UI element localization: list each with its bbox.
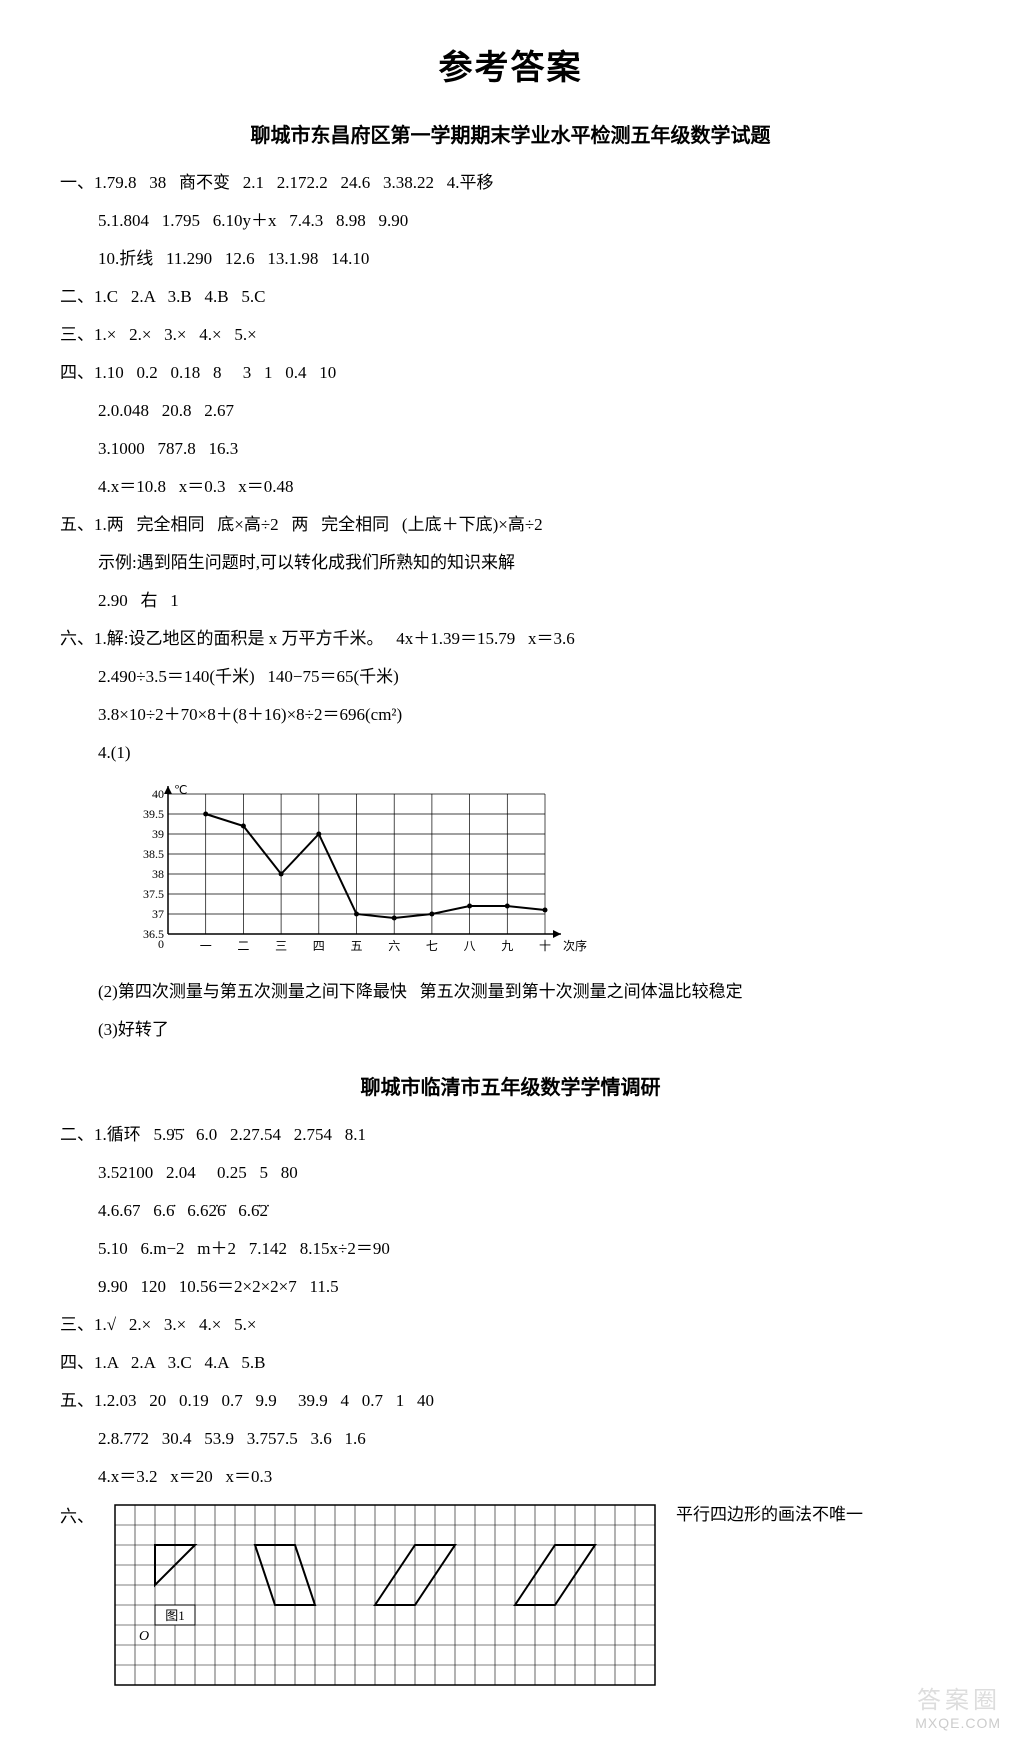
grid-diagram: 图1 O <box>114 1504 656 1691</box>
svg-text:十: 十 <box>539 939 551 953</box>
p1-l2: 10.折线 11.290 12.6 13.1.98 14.10 <box>60 242 961 276</box>
p1-l9: 五、1.两 完全相同 底×高÷2 两 完全相同 (上底＋下底)×高÷2 <box>60 508 961 542</box>
watermark-en: MXQE.COM <box>915 1715 1001 1731</box>
p2-l9: 4.x＝3.2 x＝20 x＝0.3 <box>60 1460 961 1494</box>
p1-l12: 六、1.解:设乙地区的面积是 x 万平方千米。 4x＋1.39＝15.79 x＝… <box>60 622 961 656</box>
p1-l8: 4.x＝10.8 x＝0.3 x＝0.48 <box>60 470 961 504</box>
main-title: 参考答案 <box>60 40 961 89</box>
svg-text:七: 七 <box>426 939 438 953</box>
svg-text:37.5: 37.5 <box>143 887 164 901</box>
svg-text:38: 38 <box>152 867 164 881</box>
svg-text:三: 三 <box>275 939 287 953</box>
svg-text:40: 40 <box>152 787 164 801</box>
svg-text:图1: 图1 <box>165 1608 185 1623</box>
p2-l1: 3.52100 2.04 0.25 5 80 <box>60 1156 961 1190</box>
grid-note: 平行四边形的画法不唯一 <box>656 1498 863 1525</box>
p1-l1: 5.1.804 1.795 6.10y＋x 7.4.3 8.98 9.90 <box>60 204 961 238</box>
p2-l6: 四、1.A 2.A 3.C 4.A 5.B <box>60 1346 961 1380</box>
p1-l4: 三、1.× 2.× 3.× 4.× 5.× <box>60 318 961 352</box>
watermark-cn: 答案圈 <box>915 1680 1001 1715</box>
paper1-title: 聊城市东昌府区第一学期期末学业水平检测五年级数学试题 <box>60 119 961 148</box>
p2-l3: 5.10 6.m−2 m＋2 7.142 8.15x÷2＝90 <box>60 1232 961 1266</box>
watermark: 答案圈 MXQE.COM <box>915 1680 1001 1731</box>
temperature-chart: 36.53737.53838.53939.540℃0一二三四五六七八九十次序 <box>120 780 961 965</box>
p1-l14: 3.8×10÷2＋70×8＋(8＋16)×8÷2＝696(cm²) <box>60 698 961 732</box>
p1-l7: 3.1000 787.8 16.3 <box>60 432 961 466</box>
paper2-title: 聊城市临清市五年级数学学情调研 <box>60 1071 961 1100</box>
p1-l6: 2.0.048 20.8 2.67 <box>60 394 961 428</box>
p1-l10: 示例:遇到陌生问题时,可以转化成我们所熟知的知识来解 <box>60 546 961 580</box>
p1-l0: 一、1.79.8 38 商不变 2.1 2.172.2 24.6 3.38.22… <box>60 166 961 200</box>
p1-l3: 二、1.C 2.A 3.B 4.B 5.C <box>60 280 961 314</box>
svg-text:六: 六 <box>388 939 400 953</box>
svg-text:0: 0 <box>158 937 164 951</box>
svg-text:八: 八 <box>464 939 476 953</box>
p2-l8: 2.8.772 30.4 53.9 3.757.5 3.6 1.6 <box>60 1422 961 1456</box>
chart-svg: 36.53737.53838.53939.540℃0一二三四五六七八九十次序 <box>120 780 600 960</box>
svg-text:四: 四 <box>313 939 325 953</box>
paper2-body: 二、1.循环 5.9̇5̇ 6.0 2.27.54 2.754 8.1 3.52… <box>60 1118 961 1691</box>
p2-l7: 五、1.2.03 20 0.19 0.7 9.9 39.9 4 0.7 1 40 <box>60 1384 961 1418</box>
svg-text:37: 37 <box>152 907 164 921</box>
p1-ac1: (3)好转了 <box>60 1013 961 1047</box>
svg-text:O: O <box>139 1629 149 1644</box>
svg-text:二: 二 <box>237 939 249 953</box>
svg-text:℃: ℃ <box>174 783 187 797</box>
p1-l11: 2.90 右 1 <box>60 584 961 618</box>
svg-text:38.5: 38.5 <box>143 847 164 861</box>
p2-l5: 三、1.√ 2.× 3.× 4.× 5.× <box>60 1308 961 1342</box>
p1-ac0: (2)第四次测量与第五次测量之间下降最快 第五次测量到第十次测量之间体温比较稳定 <box>60 975 961 1009</box>
svg-text:一: 一 <box>200 939 212 953</box>
page: 参考答案 聊城市东昌府区第一学期期末学业水平检测五年级数学试题 一、1.79.8… <box>0 0 1021 1751</box>
p2-l0: 二、1.循环 5.9̇5̇ 6.0 2.27.54 2.754 8.1 <box>60 1118 961 1152</box>
svg-text:五: 五 <box>350 939 362 953</box>
grid-svg: 图1 O <box>114 1504 656 1686</box>
p2-six-label: 六、 <box>60 1498 94 1534</box>
p1-l15: 4.(1) <box>60 736 961 770</box>
p2-l4: 9.90 120 10.56＝2×2×2×7 11.5 <box>60 1270 961 1304</box>
p2-l2: 4.6.67 6.6̇ 6.62̇6̇ 6.6̇2̇ <box>60 1194 961 1228</box>
p1-l13: 2.490÷3.5＝140(千米) 140−75＝65(千米) <box>60 660 961 694</box>
svg-text:九: 九 <box>501 939 513 953</box>
svg-text:次序: 次序 <box>563 938 587 953</box>
svg-text:39: 39 <box>152 827 164 841</box>
svg-text:39.5: 39.5 <box>143 807 164 821</box>
paper1-body: 一、1.79.8 38 商不变 2.1 2.172.2 24.6 3.38.22… <box>60 166 961 1047</box>
p1-l5: 四、1.10 0.2 0.18 8 3 1 0.4 10 <box>60 356 961 390</box>
